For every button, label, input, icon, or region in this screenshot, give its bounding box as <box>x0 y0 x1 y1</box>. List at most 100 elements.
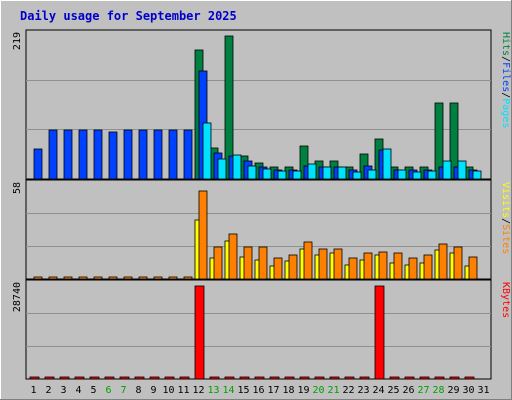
x-tick-label: 7 <box>120 385 126 396</box>
x-tick-label: 13 <box>207 385 219 396</box>
bar-sites-day-19 <box>303 241 313 280</box>
bar-sites-day-8 <box>138 276 148 280</box>
bar-sites-day-6 <box>108 276 118 280</box>
bar-files-day-9 <box>153 129 163 180</box>
legend-entry: Sites <box>500 224 511 254</box>
bar-pages-day-23 <box>367 169 377 180</box>
bar-kbytes-day-9 <box>149 376 160 380</box>
bar-kbytes-day-12 <box>194 285 205 380</box>
legend-entry: / <box>500 92 511 98</box>
bar-sites-day-17 <box>273 257 283 280</box>
bar-pages-day-18 <box>292 170 302 180</box>
legend-entry: KBytes <box>500 282 511 318</box>
x-tick-label: 30 <box>462 385 474 396</box>
x-tick-label: 6 <box>105 385 111 396</box>
bar-sites-day-23 <box>363 252 373 280</box>
bar-kbytes-day-3 <box>59 376 70 380</box>
bar-kbytes-day-18 <box>284 376 295 380</box>
x-tick-label: 19 <box>297 385 309 396</box>
bar-sites-day-15 <box>243 246 253 280</box>
bar-sites-day-20 <box>318 248 328 280</box>
legend-entry: Visits <box>500 182 511 218</box>
bar-kbytes-day-23 <box>359 376 370 380</box>
bar-kbytes-day-16 <box>254 376 265 380</box>
legend-entry: / <box>500 56 511 62</box>
bar-sites-day-7 <box>123 276 133 280</box>
x-tick-label: 2 <box>45 385 51 396</box>
x-tick-label: 10 <box>162 385 174 396</box>
x-tick-label: 12 <box>192 385 204 396</box>
bar-kbytes-day-5 <box>89 376 100 380</box>
bar-kbytes-day-4 <box>74 376 85 380</box>
bar-sites-day-24 <box>378 251 388 280</box>
x-tick-label: 26 <box>402 385 414 396</box>
bar-files-day-4 <box>78 129 88 180</box>
bar-kbytes-day-8 <box>134 376 145 380</box>
bar-pages-day-19 <box>307 163 317 180</box>
bar-kbytes-day-13 <box>209 376 220 380</box>
bar-kbytes-day-30 <box>464 376 475 380</box>
bar-pages-day-22 <box>352 171 362 180</box>
x-tick-label: 28 <box>432 385 444 396</box>
panel-hits_files_pages: 219 Hits/Files/Pages <box>12 29 511 180</box>
x-tick-label: 9 <box>150 385 156 396</box>
bar-pages-day-12 <box>202 122 212 180</box>
bar-files-day-1 <box>33 148 43 180</box>
bar-sites-day-28 <box>438 243 448 280</box>
x-tick-label: 8 <box>135 385 141 396</box>
bar-kbytes-day-29 <box>449 376 460 380</box>
x-tick-label: 17 <box>267 385 279 396</box>
bar-sites-day-2 <box>48 276 58 280</box>
bar-sites-day-3 <box>63 276 73 280</box>
bar-kbytes-day-1 <box>29 376 40 380</box>
x-tick-label: 3 <box>60 385 66 396</box>
x-tick-label: 5 <box>90 385 96 396</box>
bar-files-day-2 <box>48 129 58 180</box>
bar-sites-day-5 <box>93 276 103 280</box>
bar-pages-day-26 <box>412 171 422 180</box>
bar-sites-day-4 <box>78 276 88 280</box>
bar-kbytes-day-28 <box>434 376 445 380</box>
bar-sites-day-1 <box>33 276 43 280</box>
bar-kbytes-day-19 <box>299 376 310 380</box>
panel-hits_files_pages-background <box>25 29 492 180</box>
x-tick-label: 24 <box>372 385 384 396</box>
bar-pages-day-21 <box>337 166 347 180</box>
bar-pages-day-20 <box>322 166 332 180</box>
bar-pages-day-29 <box>457 160 467 180</box>
x-tick-label: 29 <box>447 385 459 396</box>
bar-sites-day-22 <box>348 257 358 280</box>
bar-kbytes-day-17 <box>269 376 280 380</box>
bar-kbytes-day-2 <box>44 376 55 380</box>
panel-kbytes: 28740 KBytes <box>12 279 511 380</box>
panel-hits_files_pages-max-label: 219 <box>12 32 23 50</box>
x-tick-label: 25 <box>387 385 399 396</box>
legend-entry: Hits <box>500 32 511 56</box>
bar-pages-day-24 <box>382 148 392 180</box>
bar-kbytes-day-24 <box>374 285 385 380</box>
bar-pages-day-14 <box>232 154 242 180</box>
bar-files-day-11 <box>183 129 193 180</box>
x-tick-label: 18 <box>282 385 294 396</box>
bar-sites-day-11 <box>183 276 193 280</box>
x-tick-label: 23 <box>357 385 369 396</box>
bar-sites-day-26 <box>408 257 418 280</box>
bar-pages-day-15 <box>247 165 257 180</box>
bar-pages-day-27 <box>427 170 437 180</box>
bar-pages-day-17 <box>277 170 287 180</box>
bar-sites-day-16 <box>258 246 268 280</box>
bar-kbytes-day-7 <box>119 376 130 380</box>
x-tick-label: 14 <box>222 385 234 396</box>
bar-sites-day-30 <box>468 256 478 280</box>
bar-files-day-8 <box>138 129 148 180</box>
bar-pages-day-16 <box>262 168 272 180</box>
x-tick-label: 21 <box>327 385 339 396</box>
bar-pages-day-13 <box>217 158 227 180</box>
x-tick-label: 15 <box>237 385 249 396</box>
bar-kbytes-day-6 <box>104 376 115 380</box>
x-tick-label: 27 <box>417 385 429 396</box>
bar-sites-day-27 <box>423 254 433 280</box>
panel-kbytes-legend: KBytes <box>500 282 511 318</box>
